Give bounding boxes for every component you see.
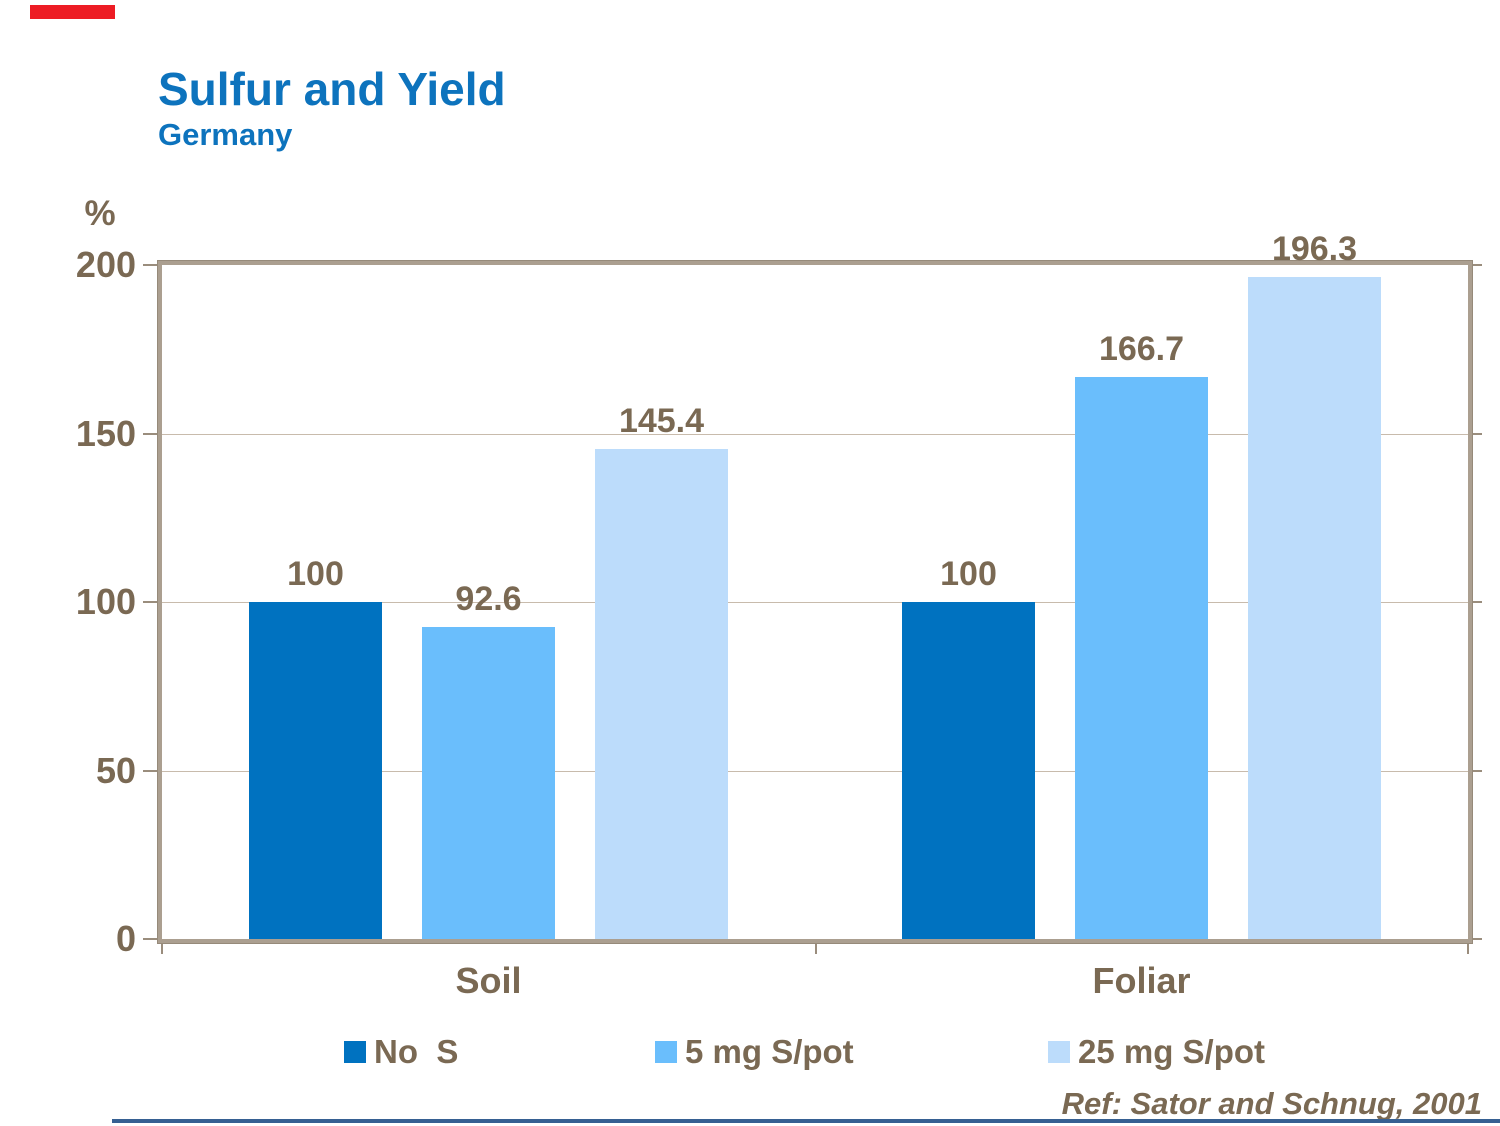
y-axis-unit-label: % bbox=[84, 194, 116, 233]
legend-swatch bbox=[1048, 1041, 1070, 1063]
legend-label: 5 mg S/pot bbox=[685, 1033, 854, 1070]
bar-value-label: 196.3 bbox=[1271, 230, 1358, 269]
slide-bottom-rule bbox=[112, 1119, 1500, 1123]
category-label-soil: Soil bbox=[455, 960, 522, 1001]
bar-foliar-3 bbox=[1248, 277, 1381, 939]
y-tick-mark-right bbox=[1462, 938, 1482, 940]
bar-value-label: 92.6 bbox=[455, 579, 522, 618]
bar-value-label: 100 bbox=[940, 555, 997, 593]
bar-soil-3 bbox=[595, 449, 728, 939]
y-tick-label: 100 bbox=[75, 581, 136, 622]
y-tick-label: 0 bbox=[115, 918, 136, 959]
y-tick-label: 50 bbox=[95, 749, 136, 791]
y-tick-mark-right bbox=[1462, 432, 1482, 435]
x-tick-mark bbox=[815, 939, 817, 954]
legend-entry-2: 5 mg S/pot bbox=[655, 1028, 854, 1076]
chart-title: Sulfur and Yield bbox=[158, 63, 506, 115]
y-tick-mark-right bbox=[1462, 264, 1482, 266]
x-tick-mark bbox=[161, 939, 163, 954]
bar-value-label: 166.7 bbox=[1098, 330, 1185, 369]
y-tick-mark-left bbox=[143, 938, 163, 940]
legend-entry-3: 25 mg S/pot bbox=[1048, 1028, 1265, 1076]
bar-value-label: 145.4 bbox=[618, 402, 705, 440]
bar-value-label: 100 bbox=[287, 555, 344, 593]
legend-label: 25 mg S/pot bbox=[1078, 1033, 1266, 1070]
y-tick-mark-right bbox=[1462, 769, 1482, 772]
legend-swatch bbox=[344, 1041, 366, 1063]
y-tick-mark-left bbox=[143, 601, 163, 603]
slide-accent-bar bbox=[30, 5, 115, 19]
gridline bbox=[162, 602, 1468, 603]
bar-soil-1 bbox=[249, 602, 382, 939]
y-tick-label: 200 bbox=[75, 244, 136, 285]
y-tick-mark-right bbox=[1462, 601, 1482, 603]
bar-soil-2 bbox=[422, 626, 555, 939]
category-label-foliar: Foliar bbox=[1092, 960, 1191, 1001]
y-tick-mark-left bbox=[143, 264, 163, 266]
legend-swatch bbox=[655, 1041, 677, 1063]
plot-area: 100 92.6 145.4 100 166.7 196.3 bbox=[157, 230, 1473, 944]
chart-subtitle: Germany bbox=[158, 117, 293, 152]
gridline bbox=[162, 433, 1468, 435]
reference-note: Ref: Sator and Schnug, 2001 bbox=[1061, 1086, 1482, 1121]
y-tick-label: 150 bbox=[75, 412, 136, 454]
bar-foliar-2 bbox=[1075, 377, 1208, 939]
x-tick-mark bbox=[1467, 939, 1469, 954]
chart-legend: No S 5 mg S/pot 25 mg S/pot bbox=[0, 1028, 1500, 1076]
legend-entry-1: No S bbox=[344, 1028, 458, 1076]
gridline bbox=[162, 770, 1468, 772]
y-tick-mark-left bbox=[143, 432, 163, 435]
legend-label: No S bbox=[374, 1033, 459, 1070]
bar-foliar-1 bbox=[902, 602, 1035, 939]
y-tick-mark-left bbox=[143, 769, 163, 772]
